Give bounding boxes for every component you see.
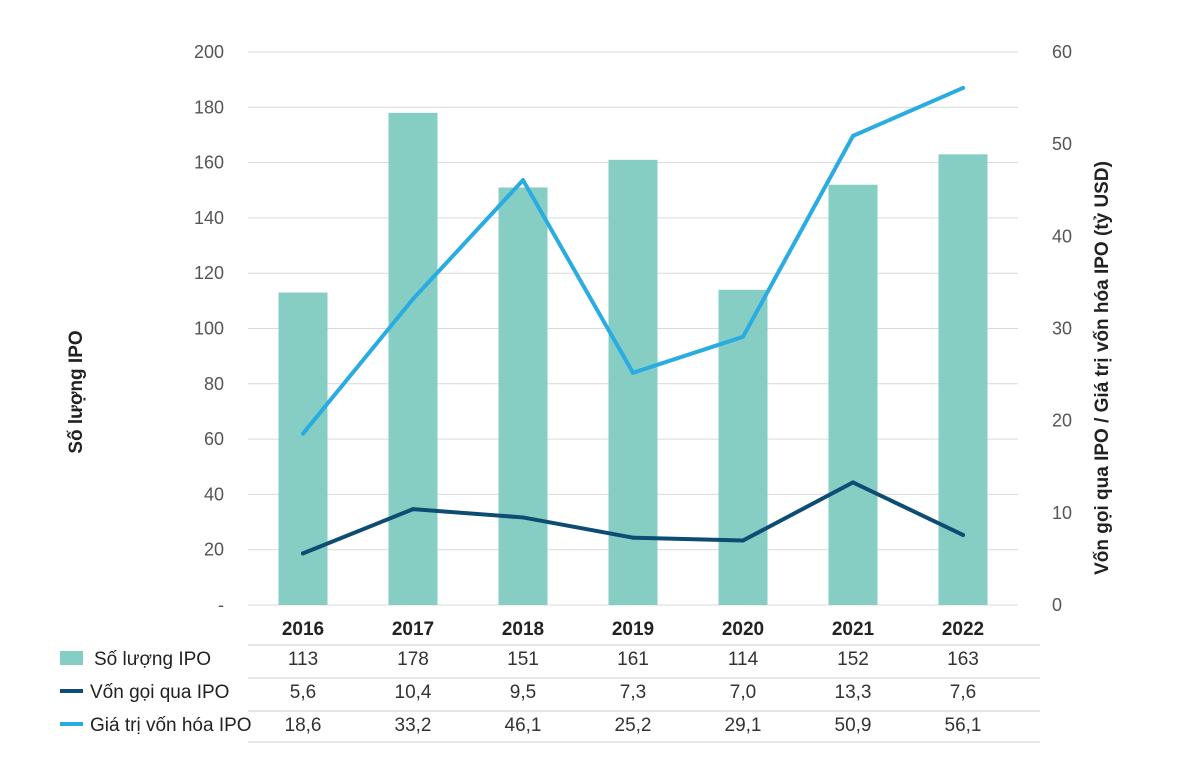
table-cell: 9,5 xyxy=(510,682,536,703)
table-cell: 25,2 xyxy=(615,715,652,736)
right-axis-ticks: 0 10 20 30 40 50 60 xyxy=(1052,42,1072,615)
line-point xyxy=(631,535,635,540)
left-tick-label: 60 xyxy=(204,429,224,449)
table-cell: 114 xyxy=(728,649,759,670)
table-cell: 56,1 xyxy=(945,715,982,736)
bar xyxy=(498,187,548,606)
category-label: 2020 xyxy=(722,619,764,640)
category-label: 2016 xyxy=(282,619,324,640)
table-cell: 7,3 xyxy=(620,682,646,703)
left-tick-label: - xyxy=(218,595,224,615)
left-tick-label: 80 xyxy=(204,374,224,394)
line-point xyxy=(961,532,965,537)
legend-swatch-bar xyxy=(60,651,83,665)
category-label: 2022 xyxy=(942,619,984,640)
line-point xyxy=(851,133,855,138)
line-point xyxy=(631,370,635,375)
bar-series xyxy=(278,112,988,606)
data-table: Số lượng IPO 113 178 151 161 114 152 163 Vốn gọi… xyxy=(60,644,1040,743)
right-tick-label: 10 xyxy=(1052,503,1072,523)
table-cell: 50,9 xyxy=(835,715,872,736)
table-cell: 46,1 xyxy=(505,715,542,736)
left-tick-label: 160 xyxy=(194,153,224,173)
line-point xyxy=(301,551,305,556)
line-point xyxy=(961,85,965,90)
table-cell: 29,1 xyxy=(725,715,762,736)
left-tick-label: 200 xyxy=(194,42,224,62)
left-tick-label: 20 xyxy=(204,540,224,560)
right-tick-label: 0 xyxy=(1052,595,1062,615)
left-tick-label: 120 xyxy=(194,263,224,283)
table-cell: 5,6 xyxy=(290,682,316,703)
left-axis-ticks: - 20 40 60 80 100 120 140 160 180 200 xyxy=(194,42,224,615)
table-cell: 152 xyxy=(837,649,869,670)
category-label: 2019 xyxy=(612,619,654,640)
right-tick-label: 40 xyxy=(1052,226,1072,246)
line-series xyxy=(301,85,965,556)
table-cell: 33,2 xyxy=(395,715,432,736)
table-cell: 161 xyxy=(617,649,649,670)
table-cell: 10,4 xyxy=(395,682,432,703)
line-point xyxy=(851,480,855,485)
left-tick-label: 140 xyxy=(194,208,224,228)
left-axis-title: Số lượng IPO xyxy=(66,330,87,453)
legend-label: Số lượng IPO xyxy=(94,649,211,670)
category-label: 2017 xyxy=(392,619,434,640)
table-cell: 13,3 xyxy=(835,682,872,703)
bar xyxy=(278,292,328,605)
legend-label: Vốn gọi qua IPO xyxy=(90,682,229,703)
table-cell: 163 xyxy=(947,649,979,670)
bar xyxy=(608,159,658,605)
table-cell: 18,6 xyxy=(285,715,322,736)
line-point xyxy=(741,538,745,543)
right-tick-label: 30 xyxy=(1052,319,1072,339)
bar xyxy=(388,112,438,605)
table-cell: 113 xyxy=(288,649,318,670)
table-cell: 151 xyxy=(507,649,539,670)
right-axis-title: Vốn gọi qua IPO / Giá trị vốn hóa IPO (t… xyxy=(1092,161,1113,575)
right-tick-label: 60 xyxy=(1052,42,1072,62)
left-tick-label: 180 xyxy=(194,97,224,117)
right-tick-label: 20 xyxy=(1052,411,1072,431)
table-cell: 7,6 xyxy=(950,682,976,703)
left-tick-label: 100 xyxy=(194,319,224,339)
category-label: 2018 xyxy=(502,619,544,640)
legend-label: Giá trị vốn hóa IPO xyxy=(90,715,252,736)
line-point xyxy=(521,178,525,183)
bar xyxy=(938,154,988,605)
line-point xyxy=(741,334,745,339)
category-label: 2021 xyxy=(832,619,875,640)
line-point xyxy=(521,515,525,520)
category-labels: 2016 2017 2018 2019 2020 2021 2022 xyxy=(282,619,984,640)
line-point xyxy=(301,431,305,436)
bar xyxy=(828,184,878,605)
line-point xyxy=(411,297,415,302)
line-point xyxy=(411,507,415,512)
table-cell: 7,0 xyxy=(730,682,756,703)
table-cell: 178 xyxy=(397,649,429,670)
left-tick-label: 40 xyxy=(204,484,224,504)
right-tick-label: 50 xyxy=(1052,134,1072,154)
